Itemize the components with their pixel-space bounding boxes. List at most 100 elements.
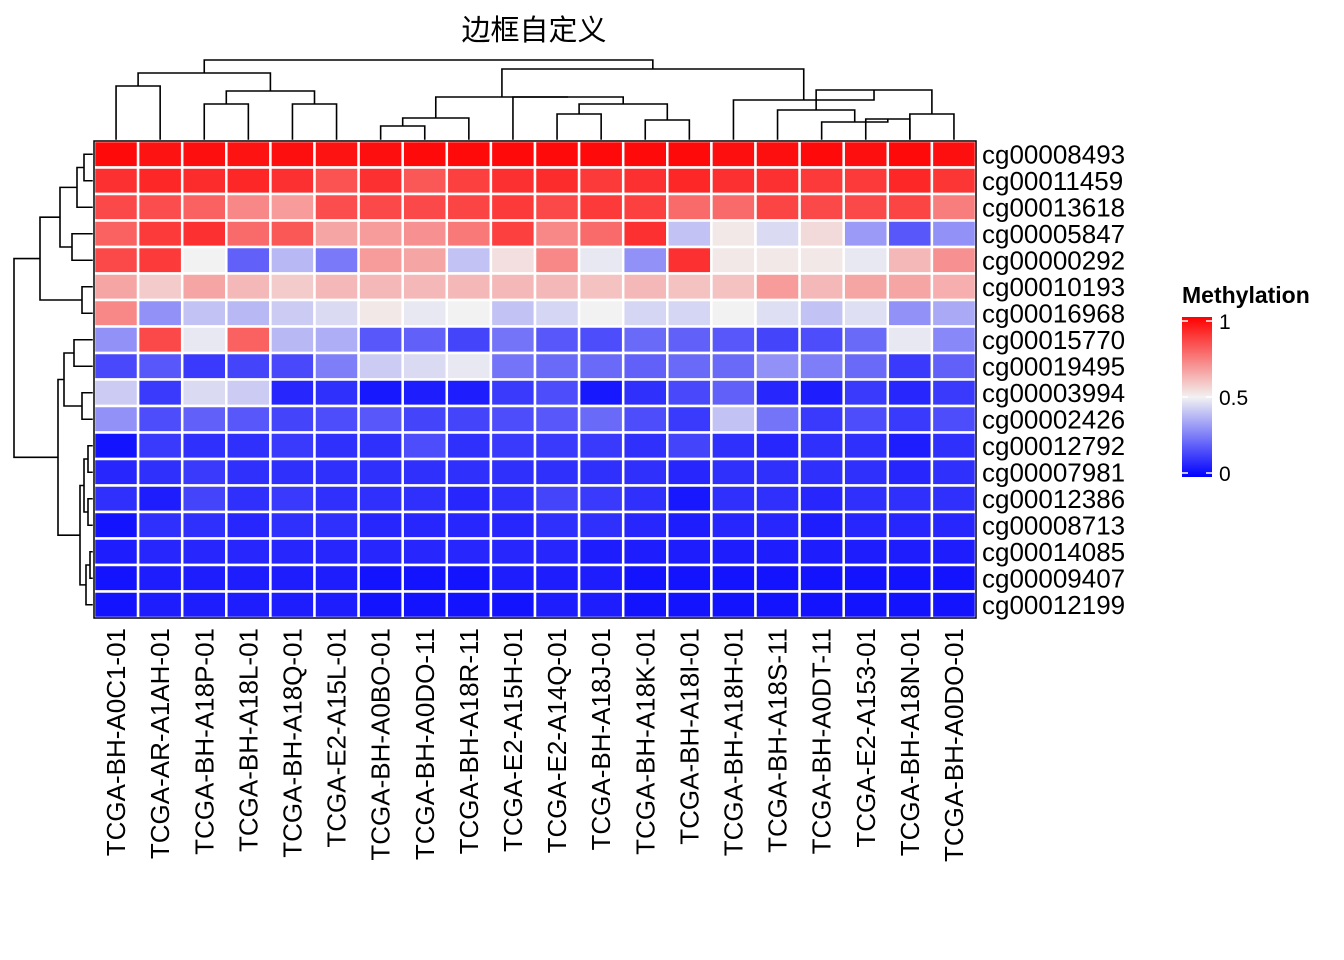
heatmap-cell bbox=[621, 298, 669, 328]
heatmap-cell bbox=[357, 192, 404, 222]
heatmap-cell bbox=[754, 219, 801, 249]
row-label: cg00013618 bbox=[982, 192, 1125, 222]
heatmap-cell bbox=[225, 431, 272, 461]
heatmap-cell bbox=[930, 298, 978, 328]
heatmap-cell bbox=[710, 139, 757, 169]
heatmap-cell bbox=[92, 510, 140, 540]
heatmap-cell bbox=[401, 563, 449, 593]
heatmap-cell bbox=[225, 510, 272, 540]
heatmap-cell bbox=[445, 325, 493, 355]
heatmap-cell bbox=[180, 298, 228, 328]
heatmap-cell bbox=[710, 325, 757, 355]
column-label: TCGA-AR-A1AH-01 bbox=[145, 628, 175, 859]
heatmap-cell bbox=[710, 245, 757, 275]
heatmap-cell bbox=[798, 192, 845, 222]
heatmap-cell bbox=[92, 351, 140, 381]
heatmap-cell bbox=[621, 431, 669, 461]
heatmap-cell bbox=[842, 219, 890, 249]
heatmap-panel-border bbox=[93, 140, 977, 619]
column-label: TCGA-BH-A0DO-11 bbox=[410, 628, 440, 860]
heatmap-cell bbox=[489, 166, 537, 196]
heatmap-cell bbox=[136, 431, 184, 461]
row-label: cg00019495 bbox=[982, 351, 1125, 381]
column-label: TCGA-E2-A15L-01 bbox=[322, 628, 352, 848]
heatmap-cell bbox=[357, 272, 404, 302]
heatmap-cell bbox=[886, 245, 934, 275]
heatmap-cell bbox=[842, 245, 890, 275]
heatmap-cell bbox=[886, 563, 934, 593]
heatmap-cell bbox=[92, 272, 140, 302]
heatmap-cell bbox=[798, 563, 845, 593]
dendrogram-branch bbox=[59, 186, 77, 248]
heatmap-cell bbox=[357, 325, 404, 355]
heatmap-cell bbox=[886, 166, 934, 196]
heatmap-cell bbox=[798, 404, 845, 434]
row-label: cg00008493 bbox=[982, 139, 1125, 169]
heatmap-cell bbox=[930, 563, 978, 593]
column-label: TCGA-BH-A18S-11 bbox=[763, 628, 793, 853]
heatmap-cell bbox=[577, 139, 625, 169]
heatmap-cell bbox=[180, 431, 228, 461]
heatmap-cell bbox=[710, 537, 757, 567]
heatmap-cell bbox=[180, 272, 228, 302]
row-label: cg00010193 bbox=[982, 272, 1125, 302]
heatmap-cell bbox=[357, 404, 404, 434]
heatmap-cell bbox=[92, 325, 140, 355]
heatmap-cell bbox=[577, 378, 625, 408]
heatmap-cell bbox=[92, 139, 140, 169]
heatmap-cell bbox=[445, 272, 493, 302]
heatmap-cell bbox=[666, 351, 713, 381]
dendrogram-branch bbox=[71, 232, 94, 262]
heatmap-cell bbox=[180, 563, 228, 593]
heatmap-cell bbox=[136, 563, 184, 593]
heatmap-cell bbox=[180, 219, 228, 249]
heatmap-cell bbox=[269, 298, 316, 328]
heatmap-cell bbox=[886, 298, 934, 328]
heatmap-cell bbox=[269, 484, 316, 514]
heatmap-cell bbox=[489, 563, 537, 593]
heatmap-cell bbox=[136, 484, 184, 514]
heatmap-cell bbox=[577, 431, 625, 461]
heatmap-cell bbox=[666, 484, 713, 514]
heatmap-cell bbox=[401, 351, 449, 381]
heatmap-cell bbox=[180, 351, 228, 381]
heatmap-cell bbox=[798, 510, 845, 540]
heatmap-cell bbox=[533, 272, 581, 302]
heatmap-cell bbox=[445, 166, 493, 196]
heatmap-cell bbox=[754, 404, 801, 434]
heatmap-cell bbox=[710, 590, 757, 620]
heatmap-cell bbox=[798, 457, 845, 487]
heatmap-cell bbox=[666, 219, 713, 249]
heatmap-cell bbox=[886, 431, 934, 461]
row-label: cg00012792 bbox=[982, 431, 1125, 461]
heatmap-cell bbox=[930, 457, 978, 487]
heatmap-cell bbox=[577, 404, 625, 434]
row-label: cg00015770 bbox=[982, 325, 1125, 355]
heatmap-cell bbox=[136, 378, 184, 408]
heatmap-cell bbox=[136, 537, 184, 567]
heatmap-cell bbox=[92, 537, 140, 567]
heatmap-cell bbox=[754, 537, 801, 567]
heatmap-cell bbox=[401, 404, 449, 434]
heatmap-cell bbox=[666, 192, 713, 222]
dendrogram-branch bbox=[909, 113, 955, 141]
heatmap-cell bbox=[357, 245, 404, 275]
dendrogram-branch bbox=[556, 113, 602, 141]
dendrogram-branch bbox=[81, 391, 94, 421]
dendrogram-branch bbox=[434, 96, 569, 118]
heatmap-cell bbox=[401, 325, 449, 355]
heatmap-cell bbox=[401, 298, 449, 328]
heatmap-cell bbox=[930, 484, 978, 514]
heatmap-cell bbox=[798, 537, 845, 567]
heatmap-cell bbox=[842, 563, 890, 593]
heatmap-cell bbox=[533, 457, 581, 487]
heatmap-cell bbox=[136, 166, 184, 196]
row-labels: cg00008493cg00011459cg00013618cg00005847… bbox=[982, 139, 1125, 620]
legend-title: Methylation bbox=[1182, 282, 1310, 308]
heatmap-cell bbox=[533, 563, 581, 593]
heatmap-cell bbox=[754, 484, 801, 514]
heatmap-cell bbox=[666, 457, 713, 487]
heatmap-cell bbox=[533, 325, 581, 355]
heatmap-cell bbox=[930, 139, 978, 169]
dendrogram-branch bbox=[63, 352, 82, 407]
